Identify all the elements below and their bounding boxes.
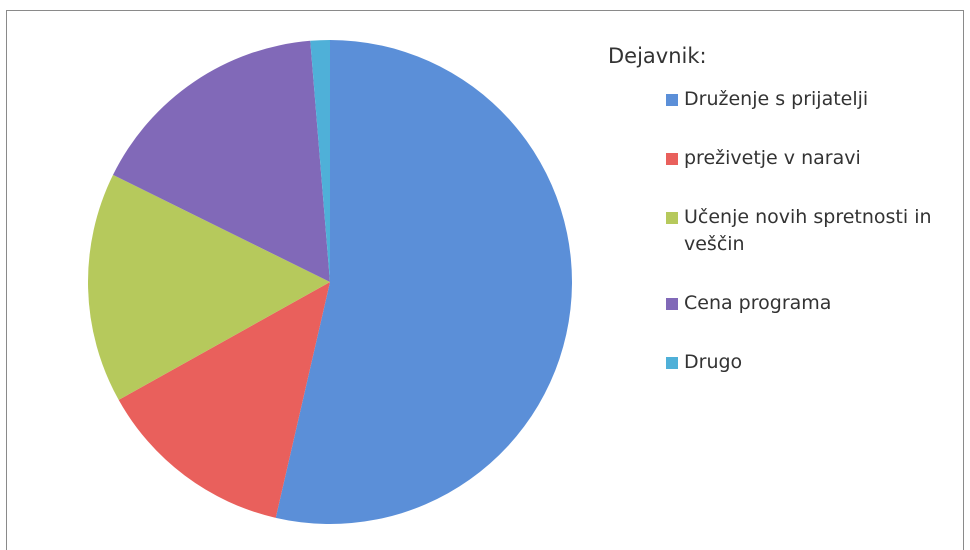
legend-label: Drugo: [684, 351, 743, 373]
pie-slice: [113, 40, 330, 282]
legend-item: preživetje v naravi: [666, 145, 938, 172]
pie-slice: [310, 40, 330, 282]
legend-item: Učenje novih spretnosti in veščin: [666, 204, 938, 258]
legend-item: Cena programa: [666, 290, 938, 317]
legend-title: Dejavnik:: [608, 44, 707, 68]
legend: Dejavnik: Druženje s prijatelji preživetj…: [608, 44, 938, 408]
legend-label: Učenje novih spretnosti in veščin: [684, 206, 932, 255]
legend-swatch: [666, 94, 678, 106]
legend-label: Cena programa: [684, 292, 832, 314]
pie-slice: [87, 174, 330, 400]
legend-swatch: [666, 212, 678, 224]
legend-swatch: [666, 298, 678, 310]
pie-slice: [118, 282, 330, 518]
legend-label: preživetje v naravi: [684, 147, 861, 169]
legend-swatch: [666, 357, 678, 369]
legend-label: Druženje s prijatelji: [684, 88, 869, 110]
legend-item: Druženje s prijatelji: [666, 86, 938, 113]
chart-frame: [6, 10, 964, 550]
pie-slice: [275, 40, 573, 524]
legend-item: Drugo: [666, 349, 938, 376]
legend-swatch: [666, 153, 678, 165]
